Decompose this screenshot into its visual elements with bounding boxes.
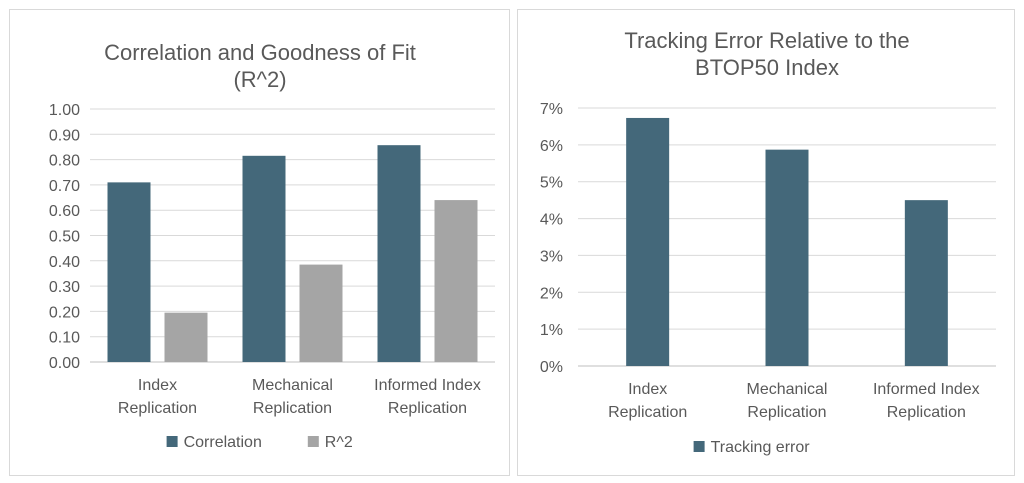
legend: Correlation R^2 [166,434,353,451]
chart-title-line: (R^2) [233,67,286,92]
legend-swatch [166,436,178,447]
category-label: Mechanical [747,381,828,398]
category-label: Informed Index [374,377,481,394]
y-tick-label: 0.30 [49,279,80,296]
category-label: Replication [887,404,966,421]
y-tick-label: 0.60 [49,203,80,220]
bar-tracking-error [626,117,670,366]
chart-title-line: Correlation and Goodness of Fit [104,40,416,65]
legend-swatch [307,436,319,447]
y-tick-label: 0% [540,359,563,376]
y-tick-label: 7% [540,101,563,118]
chart-title-line: BTOP50 Index [695,55,839,80]
y-tick-label: 0.90 [49,127,80,144]
category-label: Index [628,381,667,398]
category-label: Replication [118,400,197,417]
bar-correlation [107,182,151,362]
y-tick-label: 0.40 [49,254,80,271]
y-tick-label: 6% [540,138,563,155]
bar-correlation [377,145,421,362]
category-label: Replication [253,400,332,417]
legend-label: Tracking error [711,439,811,456]
y-tick-label: 0.00 [49,355,80,372]
category-label: Replication [747,404,826,421]
y-tick-label: 0.50 [49,229,80,246]
legend-swatch [693,441,705,452]
category-label: Replication [608,404,687,421]
tracking-error-chart-panel: Tracking Error Relative to the BTOP50 Ind… [517,9,1015,476]
bar-correlation [242,155,286,362]
y-tick-label: 2% [540,285,563,302]
category-label: Informed Index [873,381,980,398]
legend-label: Correlation [184,434,262,451]
y-tick-label: 1% [540,322,563,339]
bar-r-2 [299,264,343,362]
y-tick-label: 5% [540,175,563,192]
correlation-chart: Correlation and Goodness of Fit(R^2) 0.00… [49,40,495,451]
y-tick-label: 0.10 [49,330,80,347]
bar-r-2 [434,200,478,362]
legend: Tracking error [693,439,811,456]
y-tick-label: 0.20 [49,304,80,321]
category-label: Mechanical [252,377,333,394]
y-tick-label: 4% [540,212,563,229]
chart-title-line: Tracking Error Relative to the [624,28,909,53]
legend-label: R^2 [325,434,353,451]
category-label: Index [138,377,177,394]
bar-tracking-error [904,200,948,366]
y-tick-label: 0.70 [49,178,80,195]
bar-r-2 [164,312,208,362]
y-tick-label: 0.80 [49,153,80,170]
y-tick-label: 3% [540,248,563,265]
bar-tracking-error [765,149,809,366]
correlation-chart-panel: Correlation and Goodness of Fit (R^2) 0.00… [9,9,510,476]
y-tick-label: 1.00 [49,102,80,119]
category-label: Replication [388,400,467,417]
